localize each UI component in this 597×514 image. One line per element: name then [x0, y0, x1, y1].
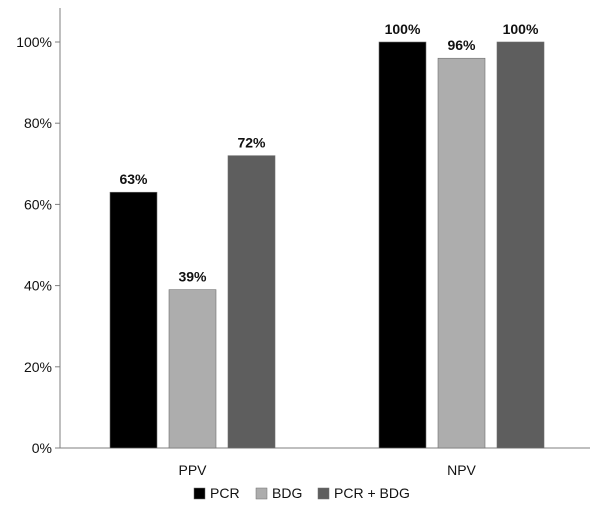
- bar: [109, 191, 158, 449]
- data-label: 100%: [503, 21, 539, 37]
- x-axis: PPV NPV: [60, 447, 590, 478]
- bar: [378, 41, 427, 449]
- bars: [109, 41, 545, 449]
- y-axis: 0% 20% 40% 60% 80% 100%: [16, 8, 61, 456]
- legend-label: BDG: [272, 485, 302, 501]
- bar: [496, 41, 545, 449]
- x-category-label: PPV: [178, 462, 207, 478]
- y-tick-label: 80%: [24, 115, 52, 131]
- legend-swatch: [317, 487, 330, 500]
- bar: [227, 155, 276, 449]
- bar: [168, 289, 217, 449]
- legend-label: PCR + BDG: [334, 485, 410, 501]
- y-tick-label: 40%: [24, 278, 52, 294]
- y-tick-label: 0%: [32, 440, 52, 456]
- x-category-label: NPV: [447, 462, 476, 478]
- data-label: 96%: [447, 37, 476, 53]
- y-tick-label: 60%: [24, 196, 52, 212]
- y-tick-label: 100%: [16, 34, 52, 50]
- bar: [437, 57, 486, 449]
- data-label: 39%: [178, 269, 207, 285]
- legend-label: PCR: [210, 485, 240, 501]
- legend-swatch: [193, 487, 206, 500]
- y-tick-label: 20%: [24, 359, 52, 375]
- data-label: 72%: [237, 135, 266, 151]
- legend-swatch: [255, 487, 268, 500]
- data-labels: 63% 100% 39% 96% 72% 100%: [119, 21, 538, 285]
- legend: PCR BDG PCR + BDG: [193, 485, 410, 501]
- data-label: 100%: [385, 21, 421, 37]
- data-label: 63%: [119, 171, 148, 187]
